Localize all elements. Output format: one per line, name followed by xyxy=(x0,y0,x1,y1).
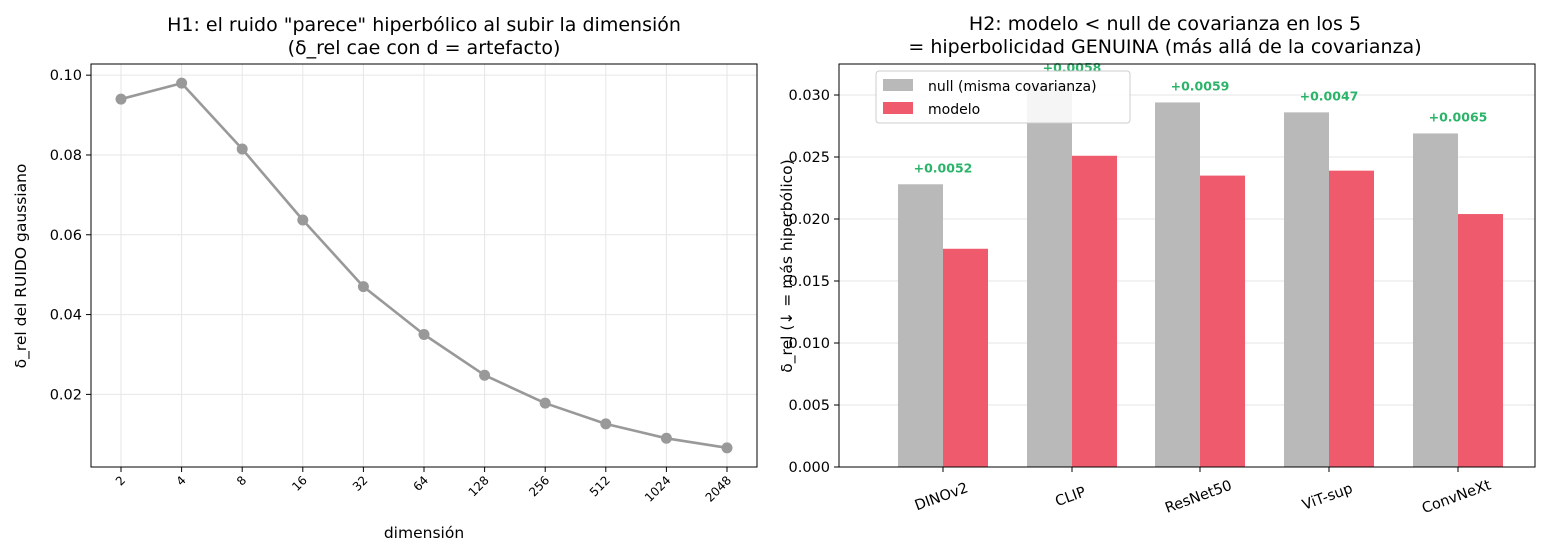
x-tick-label: 256 xyxy=(526,473,552,499)
data-point xyxy=(176,77,188,89)
legend-swatch-modelo xyxy=(883,102,913,114)
x-tick-label: 16 xyxy=(289,473,310,494)
x-tick-label: 512 xyxy=(587,473,613,499)
data-point xyxy=(479,369,491,381)
delta-label: +0.0059 xyxy=(1171,78,1230,93)
legend-frame xyxy=(875,70,1131,124)
y-tick-label: 0.030 xyxy=(788,88,830,104)
chart-h2-bars xyxy=(898,83,1503,468)
delta-label: +0.0052 xyxy=(914,160,973,175)
delta-label: +0.0047 xyxy=(1300,88,1359,103)
bar-null xyxy=(1413,133,1458,467)
y-tick-label: 0.015 xyxy=(788,274,830,290)
chart-h2-legend: null (misma covarianza) modelo xyxy=(875,70,1131,124)
chart-h2: H2: modelo < null de covarianza en los 5… xyxy=(778,13,1536,517)
y-tick-label: 0.06 xyxy=(50,228,82,244)
x-tick-label: 32 xyxy=(350,473,371,494)
delta-label: +0.0065 xyxy=(1429,109,1488,124)
y-tick-label: 0.005 xyxy=(788,398,830,414)
data-point xyxy=(418,329,430,341)
x-tick-label: ResNet50 xyxy=(1163,478,1234,517)
bar-null xyxy=(1284,112,1329,468)
legend-label-null: null (misma covarianza) xyxy=(928,79,1097,95)
chart-h1-subtitle: (δ_rel cae con d = artefacto) xyxy=(288,37,561,59)
data-point xyxy=(721,442,733,454)
y-tick-label: 0.000 xyxy=(788,460,830,476)
data-point xyxy=(660,432,672,444)
bar-modelo xyxy=(1200,175,1245,467)
bar-null xyxy=(1155,102,1200,467)
data-point xyxy=(357,281,369,293)
data-point xyxy=(539,397,551,409)
y-tick-label: 0.010 xyxy=(788,336,830,352)
x-tick-label: 8 xyxy=(234,473,249,488)
x-tick-label: 2048 xyxy=(703,473,734,504)
data-point xyxy=(236,143,248,155)
x-tick-label: 2 xyxy=(113,473,128,488)
y-tick-label: 0.02 xyxy=(50,387,82,403)
chart-h2-y-label: δ_rel (↓ = más hiperbólico) xyxy=(778,159,797,372)
data-point xyxy=(115,93,127,105)
chart-h2-x-axis: DINOv2 CLIP ResNet50 ViT-sup ConvNeXt xyxy=(913,467,1494,517)
chart-h1-grid xyxy=(91,64,757,467)
y-tick-label: 0.025 xyxy=(788,150,830,166)
y-tick-label: 0.08 xyxy=(50,148,82,164)
chart-h1-title: H1: el ruido "parece" hiperbólico al sub… xyxy=(167,14,681,36)
chart-h2-plot-frame xyxy=(838,63,1536,468)
bar-modelo xyxy=(1329,170,1374,467)
bar-modelo xyxy=(943,248,988,467)
data-point xyxy=(600,418,612,430)
chart-h1-series xyxy=(115,77,733,454)
bar-modelo xyxy=(1458,214,1503,467)
x-tick-label: ViT-sup xyxy=(1300,481,1355,514)
x-tick-label: 128 xyxy=(466,473,492,499)
data-point xyxy=(297,214,309,226)
chart-h1-y-label: δ_rel del RUIDO gaussiano xyxy=(12,164,31,369)
x-tick-label: 4 xyxy=(173,473,188,488)
bar-null xyxy=(898,184,943,467)
chart-h1-x-label: dimensión xyxy=(384,524,464,542)
x-tick-label: ConvNeXt xyxy=(1420,477,1494,517)
chart-h1-x-axis: 2 4 8 16 32 64 128 256 512 1024 2048 xyxy=(113,467,734,505)
bar-modelo xyxy=(1072,155,1117,467)
chart-h1: H1: el ruido "parece" hiperbólico al sub… xyxy=(12,14,758,542)
y-tick-label: 0.10 xyxy=(50,68,82,84)
x-tick-label: CLIP xyxy=(1053,484,1088,510)
chart-h2-y-axis: 0.000 0.005 0.010 0.015 0.020 0.025 0.030 xyxy=(788,88,839,476)
x-tick-label: 64 xyxy=(410,473,431,494)
chart-h1-y-axis: 0.02 0.04 0.06 0.08 0.10 xyxy=(50,68,91,403)
chart-h2-subtitle: = hiperbolicidad GENUINA (más allá de la… xyxy=(908,36,1421,58)
legend-swatch-null xyxy=(883,79,913,91)
y-tick-label: 0.04 xyxy=(50,308,82,324)
x-tick-label: 1024 xyxy=(642,473,673,504)
chart-h2-title: H2: modelo < null de covarianza en los 5 xyxy=(969,13,1361,35)
bar-null xyxy=(1027,83,1072,467)
x-tick-label: DINOv2 xyxy=(913,480,971,514)
legend-label-modelo: modelo xyxy=(928,102,980,118)
y-tick-label: 0.020 xyxy=(788,212,830,228)
